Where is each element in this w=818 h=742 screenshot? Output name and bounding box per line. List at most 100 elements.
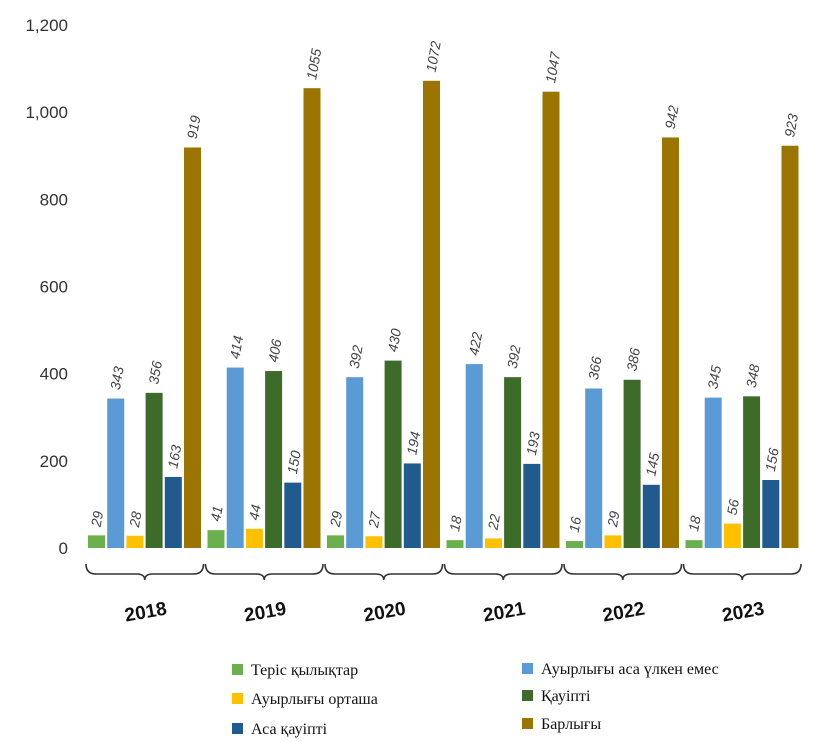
data-label: 919 (184, 114, 204, 140)
category-brace (443, 563, 563, 581)
bar (107, 398, 125, 548)
legend-label: Барлығы (541, 716, 601, 733)
bar (265, 371, 283, 548)
category-brace (563, 563, 683, 581)
legend-item: Қауіпті (522, 688, 591, 705)
bar (762, 480, 780, 548)
bar (164, 476, 182, 548)
data-label: 1055 (303, 47, 324, 81)
legend-swatch (232, 664, 243, 675)
bar (523, 463, 541, 548)
legend-item: Ауырлығы аса үлкен емес (522, 661, 719, 678)
data-label: 430 (384, 327, 404, 353)
category-brace (324, 563, 444, 581)
data-label: 29 (88, 510, 107, 529)
data-label: 194 (403, 430, 423, 456)
legend-swatch (232, 723, 243, 734)
y-tick-label: 1,000 (25, 103, 68, 122)
bar (484, 538, 502, 548)
legend-item: Аса қауіпті (232, 721, 328, 738)
bar (88, 535, 105, 548)
y-tick-label: 0 (59, 539, 68, 558)
bar (723, 523, 741, 548)
legend-label: Аса қауіпті (251, 721, 328, 738)
data-label: 923 (781, 112, 801, 138)
data-label: 156 (762, 447, 782, 473)
legend-label: Ауырлығы аса үлкен емес (541, 661, 719, 678)
bar (781, 145, 799, 548)
bar (465, 364, 483, 548)
data-label: 27 (365, 509, 384, 529)
y-tick-label: 200 (40, 452, 68, 471)
data-label: 28 (126, 510, 145, 529)
data-label: 1072 (423, 40, 444, 74)
bar (226, 367, 244, 548)
y-tick-label: 600 (40, 278, 68, 297)
x-category-label: 2022 (601, 599, 646, 627)
data-label: 163 (164, 443, 184, 469)
y-tick-label: 1,200 (25, 16, 68, 35)
bar (566, 541, 583, 548)
data-label: 16 (566, 515, 584, 533)
data-labels-layer: 29 343 28 356 163 919 41 414 44 406 150 1055 29 392 27… (88, 40, 802, 534)
bar (327, 535, 344, 548)
bar (623, 379, 641, 548)
data-label: 366 (585, 355, 605, 381)
bar (446, 540, 464, 548)
category-brace (682, 563, 802, 581)
bar (245, 528, 263, 548)
data-label: 422 (465, 331, 485, 357)
data-label: 392 (504, 344, 524, 370)
bar (403, 463, 421, 548)
data-label: 345 (704, 364, 724, 390)
data-label: 56 (724, 498, 742, 516)
x-category-label: 2021 (482, 598, 528, 626)
bar (423, 80, 440, 548)
data-label: 942 (662, 104, 682, 130)
legend-item: Ауырлығы орташа (232, 691, 378, 708)
x-category-label: 2018 (123, 599, 168, 627)
bar (184, 147, 201, 548)
data-label: 406 (265, 338, 285, 364)
category-brace (204, 563, 324, 581)
bar (704, 397, 722, 548)
legend-item: Теріс қылықтар (232, 662, 358, 679)
data-label: 29 (327, 510, 346, 529)
legend-label: Қауіпті (541, 688, 591, 705)
bars-layer (88, 80, 799, 549)
x-category-label: 2019 (243, 599, 288, 627)
data-label: 145 (642, 451, 662, 477)
x-axis: 2018 2019 2020 2021 2022 2023 (123, 598, 766, 626)
legend-swatch (522, 663, 533, 674)
bar (126, 535, 144, 548)
bar (604, 535, 622, 548)
bar (384, 360, 402, 548)
bar (145, 392, 163, 548)
bar (504, 377, 522, 548)
data-label: 22 (484, 513, 503, 532)
data-label: 44 (246, 503, 264, 521)
y-tick-label: 400 (40, 365, 68, 384)
x-category-label: 2020 (362, 599, 407, 627)
data-label: 343 (107, 365, 127, 391)
legend-swatch (522, 690, 533, 701)
bar (743, 396, 761, 548)
legend-label: Теріс қылықтар (251, 662, 358, 679)
data-label: 1047 (542, 50, 563, 85)
data-label: 193 (523, 430, 543, 456)
bar (642, 484, 660, 548)
bar (346, 377, 364, 548)
data-label: 18 (446, 514, 464, 532)
data-label: 386 (623, 346, 643, 372)
x-category-label: 2023 (721, 599, 766, 627)
bar (365, 536, 383, 548)
bar (284, 482, 302, 548)
bar (542, 91, 560, 549)
bar (662, 137, 679, 548)
data-label: 150 (284, 449, 304, 475)
category-braces (85, 563, 802, 581)
legend-swatch (522, 718, 533, 729)
bar (585, 388, 603, 548)
legend-label: Ауырлығы орташа (251, 691, 378, 708)
